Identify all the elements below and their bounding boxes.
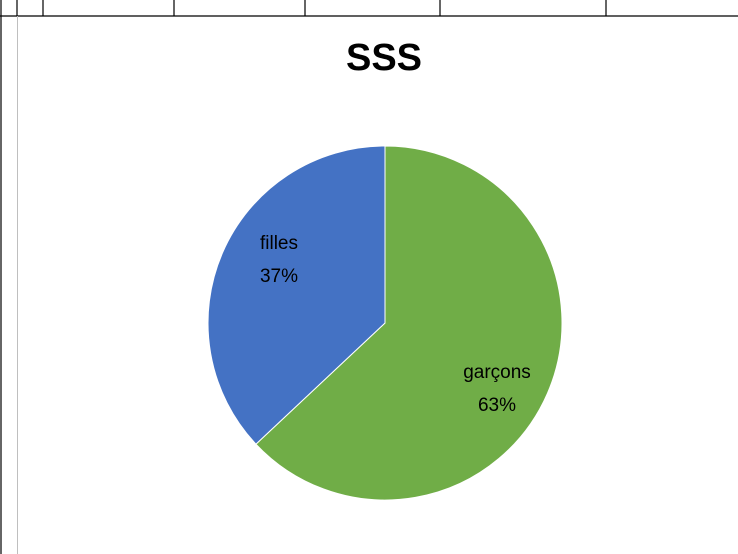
pie-slice-garcons	[255, 145, 563, 501]
slice-label-percent: 37%	[260, 266, 298, 287]
slice-label-percent: 63%	[478, 395, 516, 416]
slice-label-name: garçons	[463, 362, 531, 383]
slice-label-name: filles	[260, 233, 298, 254]
chart-title: SSS	[346, 37, 422, 79]
pie: garçons 63% filles 37%	[207, 145, 563, 501]
pie-slice-filles	[207, 145, 386, 445]
